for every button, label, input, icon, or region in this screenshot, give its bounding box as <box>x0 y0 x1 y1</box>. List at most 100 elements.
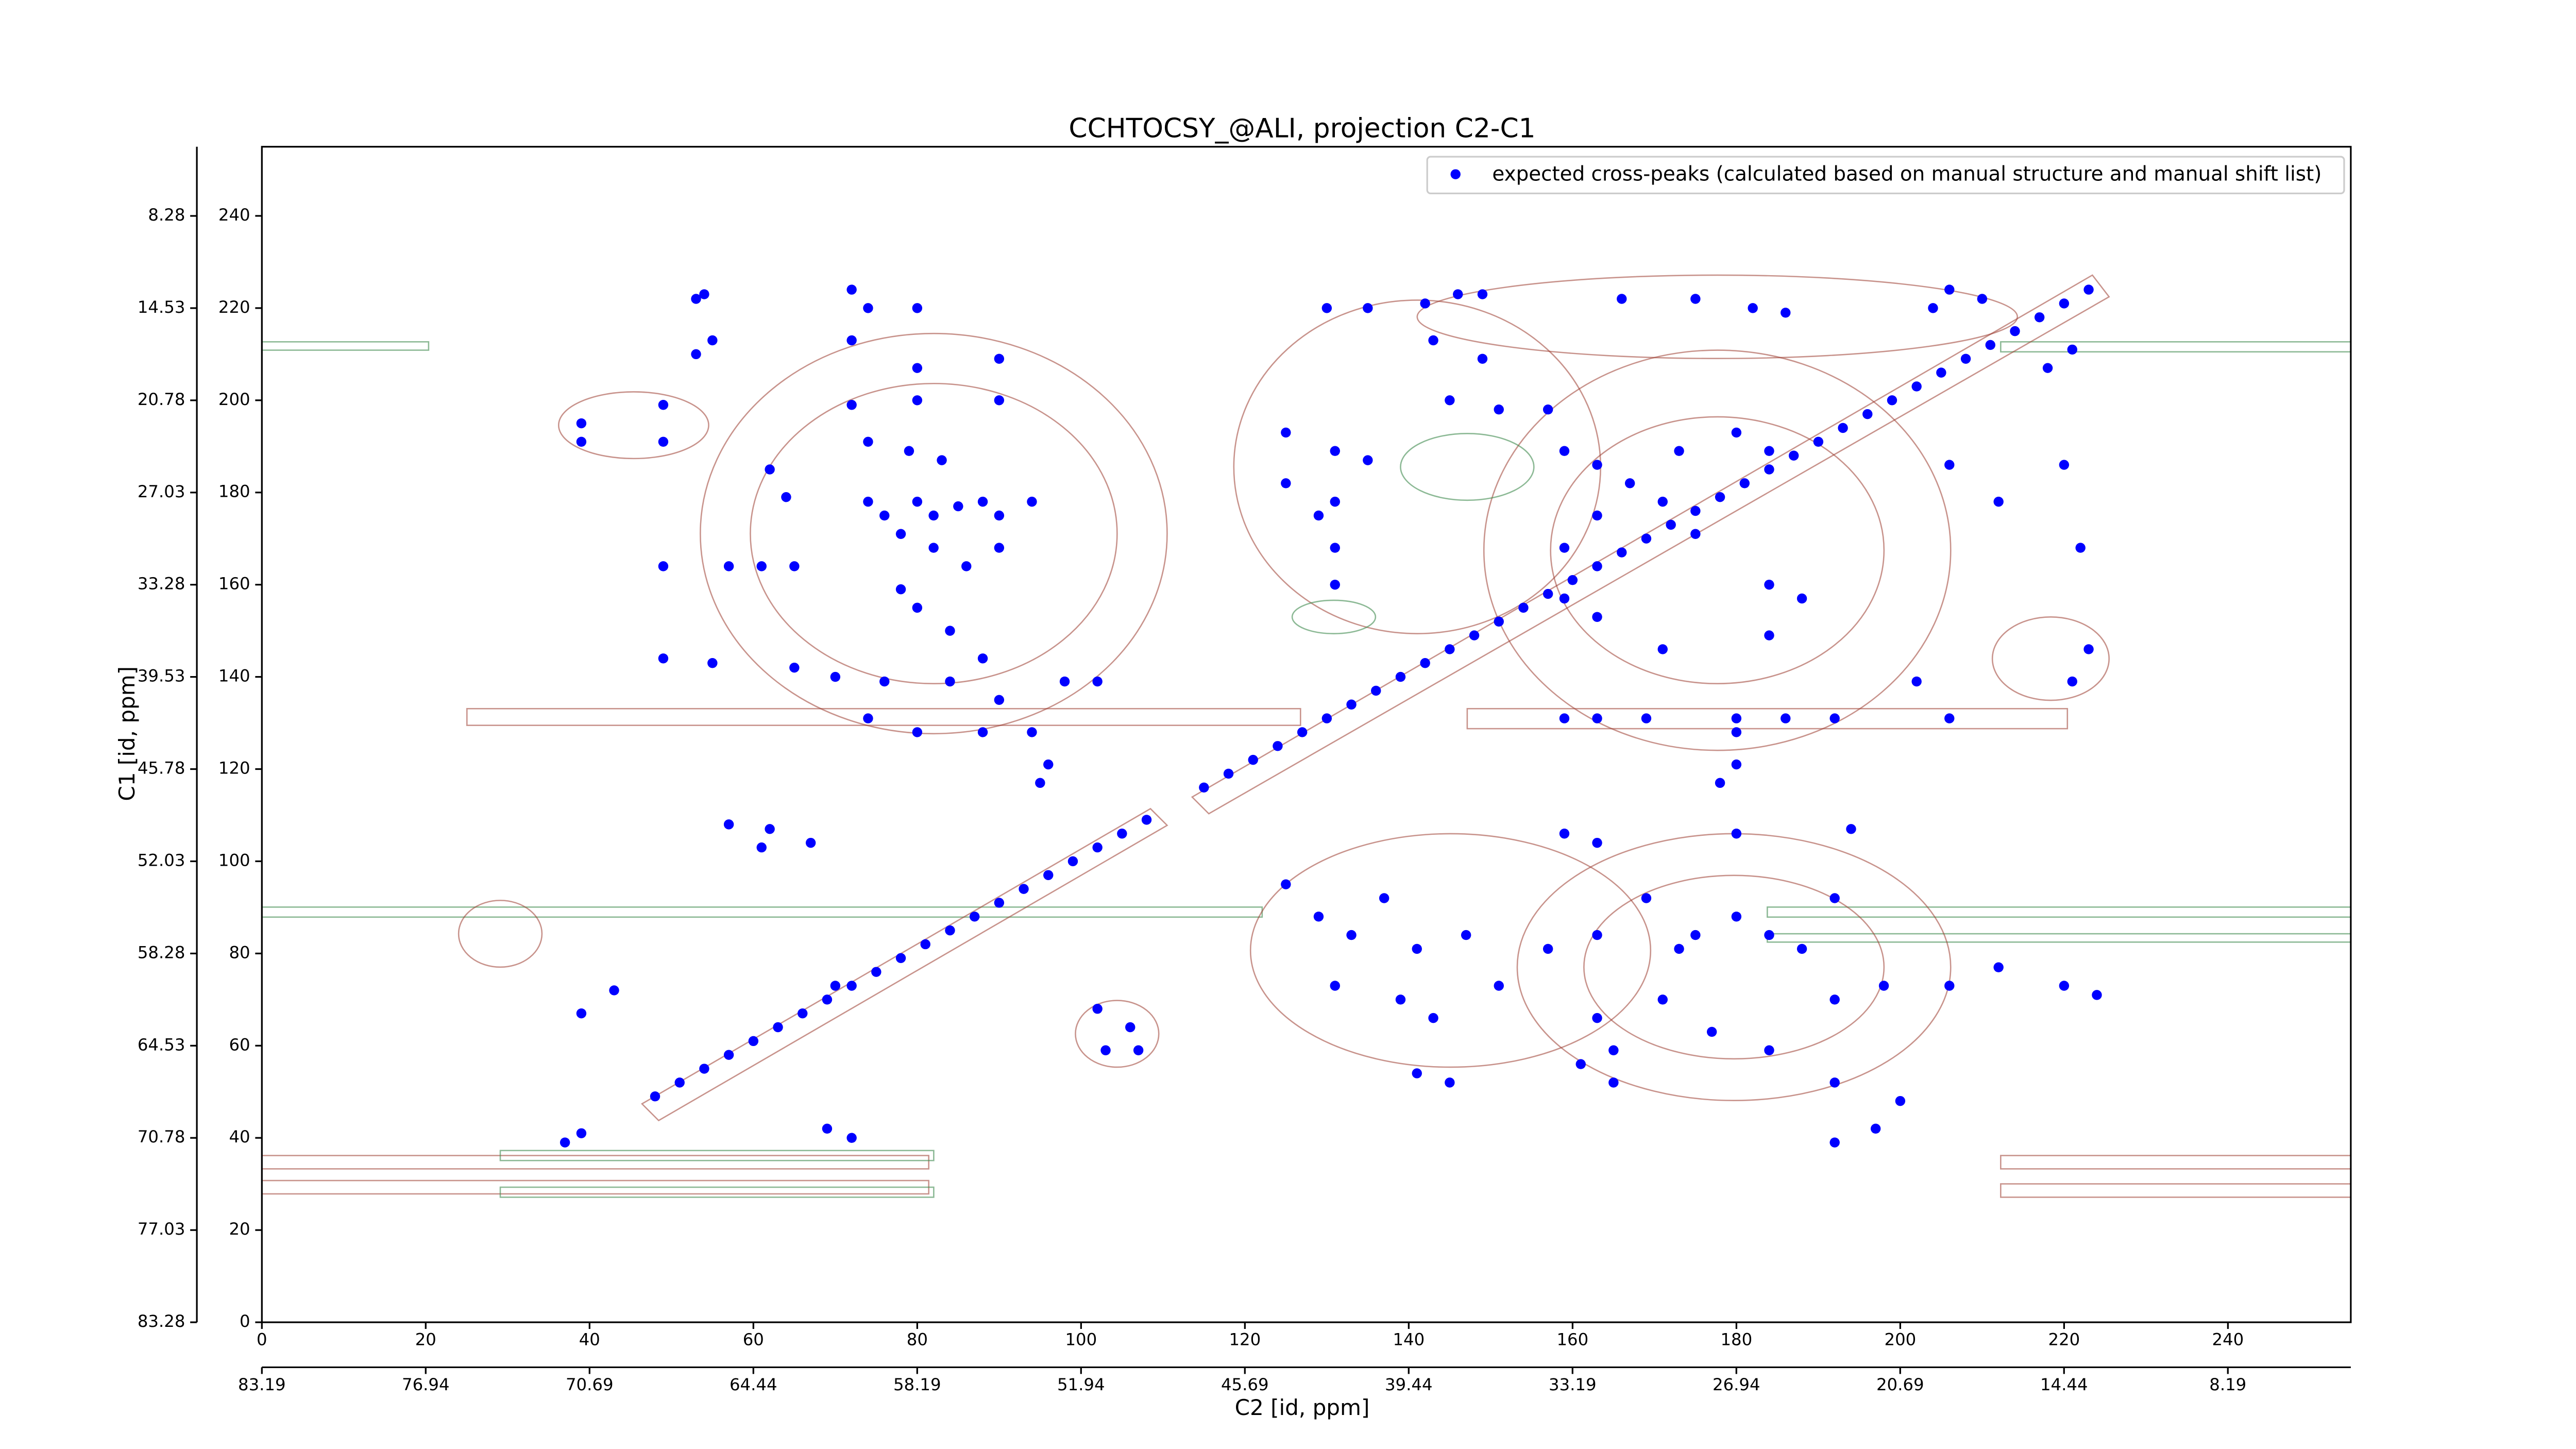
x-tick-label: 220 <box>2048 1330 2080 1350</box>
cross-peak <box>994 543 1005 553</box>
cross-peak <box>2059 298 2070 309</box>
y-tick-label: 220 <box>218 297 250 317</box>
cross-peak <box>1788 450 1799 461</box>
x-tick-label: 120 <box>1229 1330 1261 1350</box>
x-tick-label: 180 <box>1720 1330 1752 1350</box>
cross-peak <box>1543 943 1553 954</box>
cross-peak <box>1731 912 1742 922</box>
cross-peak <box>1412 1068 1422 1079</box>
cross-peak <box>994 510 1005 521</box>
cross-peak <box>1420 298 1430 309</box>
contour <box>1767 933 2352 943</box>
cross-peak <box>1878 981 1889 991</box>
x-tick-label: 60 <box>743 1330 764 1350</box>
cross-peak <box>1395 671 1406 682</box>
legend-label: expected cross-peaks (calculated based o… <box>1492 162 2321 186</box>
cross-peak <box>1641 893 1652 903</box>
x-axis-label: C2 [id, ppm] <box>1235 1395 1370 1420</box>
contour <box>750 382 1118 685</box>
x-tick-label: 200 <box>1885 1330 1917 1350</box>
cross-peak <box>1559 446 1570 456</box>
cross-peak <box>1321 713 1332 723</box>
cross-peak <box>977 496 988 507</box>
cross-peak <box>1559 713 1570 723</box>
cross-peak <box>576 418 587 429</box>
legend: expected cross-peaks (calculated based o… <box>1426 156 2345 194</box>
cross-peak <box>2083 644 2094 654</box>
y-tick-label: 80 <box>229 942 250 962</box>
cross-peak <box>1559 543 1570 553</box>
cross-peak <box>1960 353 1971 364</box>
y-tick-label: 200 <box>218 390 250 409</box>
cross-peak <box>1477 353 1488 364</box>
x2-tick-label: 51.94 <box>1057 1375 1105 1394</box>
cross-peak <box>2010 326 2020 336</box>
y-tick-label: 40 <box>229 1127 250 1147</box>
cross-peak <box>1944 713 1955 723</box>
y2-tick-label: 45.78 <box>138 759 185 778</box>
y-tick-label: 100 <box>218 850 250 870</box>
cross-peak <box>773 1022 783 1033</box>
cross-peak <box>1690 930 1701 940</box>
cross-peak <box>1559 829 1570 839</box>
cross-peak <box>1657 995 1668 1005</box>
cross-peak <box>1330 496 1340 507</box>
cross-peak <box>912 303 923 313</box>
cross-peak <box>1739 478 1750 488</box>
cross-peak <box>1690 294 1701 304</box>
cross-peak <box>1469 630 1480 641</box>
cross-peak <box>863 496 873 507</box>
cross-peak <box>650 1091 660 1102</box>
contour <box>1483 349 1952 751</box>
contour <box>1466 707 2069 730</box>
cross-peak <box>1608 1077 1619 1088</box>
cross-peak <box>1748 303 1758 313</box>
contour <box>466 707 1301 726</box>
cross-peak <box>2059 981 2070 991</box>
cross-peak <box>928 543 939 553</box>
cross-peak <box>1494 981 1504 991</box>
cross-peak <box>658 561 669 571</box>
x-tick-label: 240 <box>2212 1330 2244 1350</box>
cross-peak <box>1715 492 1725 502</box>
x2-tick-label: 64.44 <box>730 1375 777 1394</box>
cross-peak <box>1862 409 1873 419</box>
cross-peak <box>822 995 833 1005</box>
cross-peak <box>2034 312 2045 323</box>
cross-peak <box>2067 676 2077 687</box>
contour <box>1550 416 1885 685</box>
cross-peak <box>1944 284 1955 295</box>
contour <box>1991 616 2110 701</box>
y-tick-label: 240 <box>218 205 250 225</box>
cross-peak <box>977 653 988 664</box>
cross-peak <box>1829 893 1840 903</box>
y2-tick-label: 64.53 <box>138 1035 185 1054</box>
cross-peak <box>1870 1123 1881 1134</box>
cross-peak <box>1592 713 1602 723</box>
cross-peak <box>1928 303 1938 313</box>
cross-peak <box>1690 506 1701 516</box>
contour <box>2000 1155 2352 1170</box>
cross-peak <box>1993 962 2004 972</box>
cross-peak <box>994 353 1005 364</box>
contour-background <box>261 274 2352 1198</box>
contour <box>700 332 1168 735</box>
cross-peak <box>1731 759 1742 770</box>
cross-peak <box>895 529 906 539</box>
cross-peak <box>1330 981 1340 991</box>
cross-peak <box>1346 699 1357 710</box>
cross-peak <box>912 363 923 373</box>
cross-peak <box>1445 644 1455 654</box>
cross-peak <box>1330 579 1340 590</box>
cross-peak <box>1428 1013 1438 1023</box>
cross-peak <box>1428 335 1438 346</box>
x2-tick-label: 33.19 <box>1549 1375 1597 1394</box>
cross-peak <box>658 653 669 664</box>
cross-peak <box>674 1077 685 1088</box>
cross-peak <box>707 658 718 668</box>
cross-peak <box>1297 727 1308 737</box>
cross-peak <box>1395 995 1406 1005</box>
cross-peak <box>1518 602 1529 613</box>
x2-tick-label: 83.19 <box>238 1375 286 1394</box>
cross-peak <box>1829 1137 1840 1148</box>
